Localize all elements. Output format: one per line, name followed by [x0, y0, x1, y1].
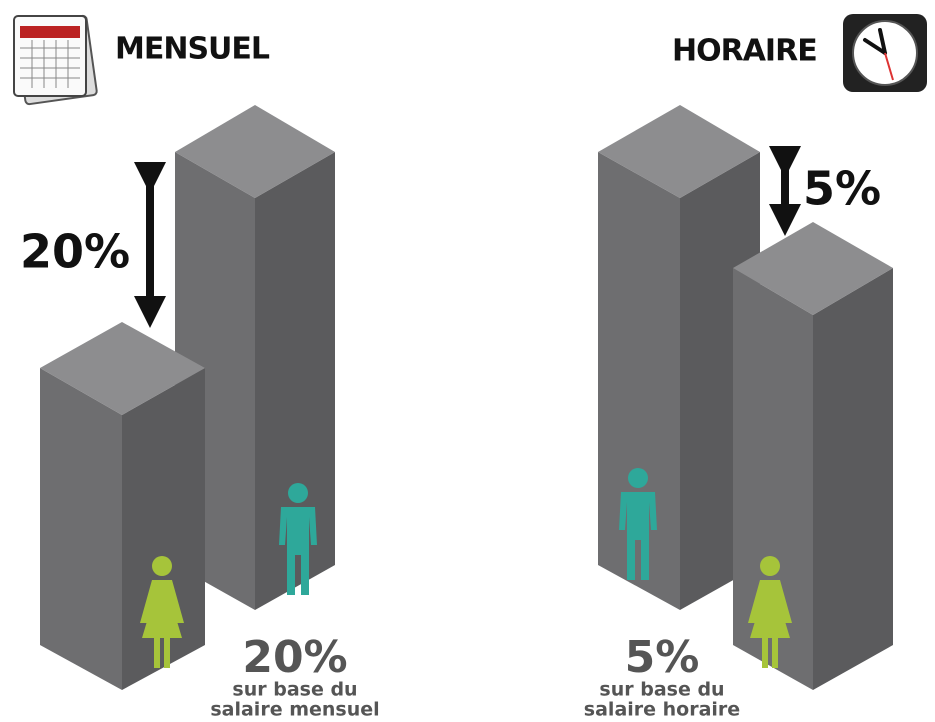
infographic: MENSUEL HORAIRE 20% 5% 20% sur base du [0, 0, 935, 722]
clock-icon [843, 14, 927, 92]
caption-line: salaire horaire [584, 699, 740, 721]
caption-line: sur base du [599, 679, 724, 701]
heading: MENSUEL [115, 32, 270, 67]
caption-line: salaire mensuel [210, 699, 379, 721]
caption-value: 20% [242, 632, 347, 683]
heading: HORAIRE [672, 34, 817, 69]
gap-label: 5% [803, 162, 881, 216]
calendar-icon [14, 15, 97, 104]
caption-line: sur base du [232, 679, 357, 701]
gap-label: 20% [20, 225, 130, 279]
caption-value: 5% [625, 632, 700, 683]
